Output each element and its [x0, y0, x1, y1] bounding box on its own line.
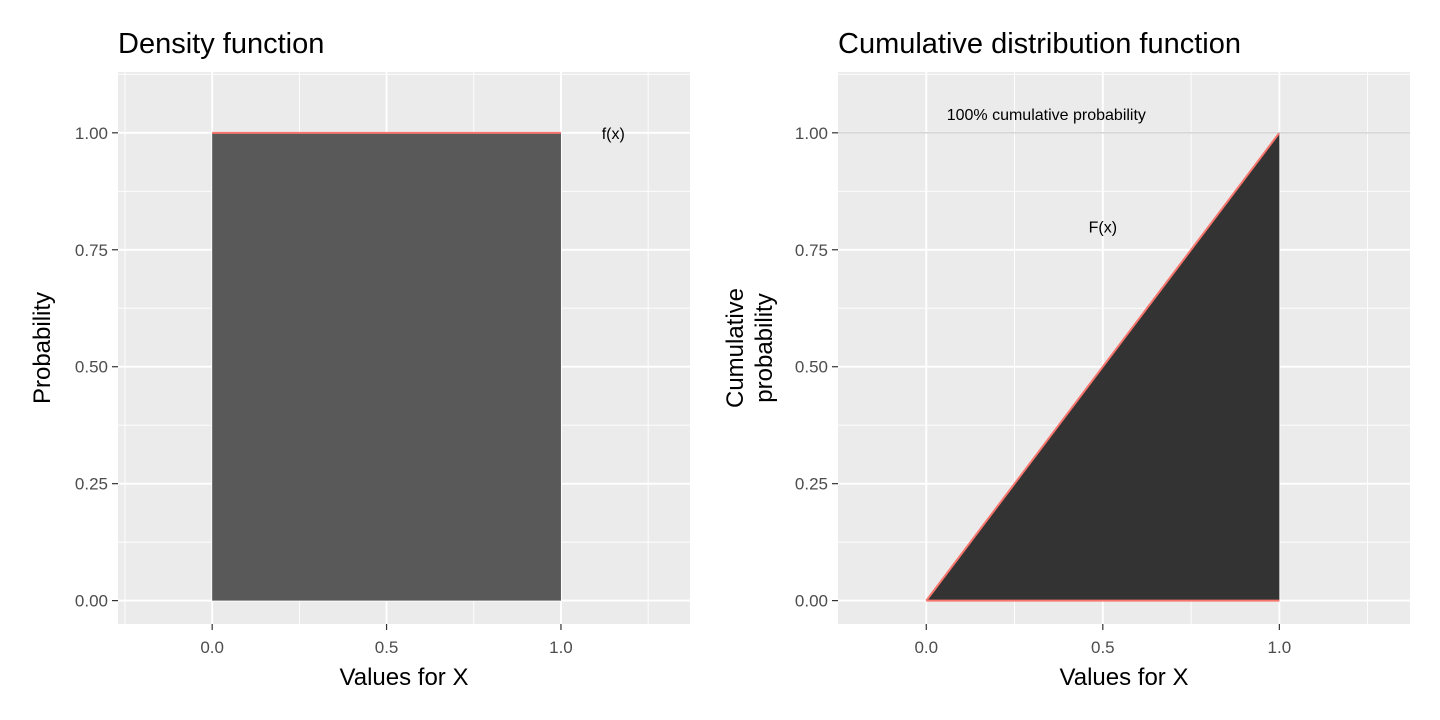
cdf-x-tick-label: 1.0: [1268, 638, 1292, 657]
density-x-tick-label: 0.5: [375, 638, 399, 657]
density-x-axis-title: Values for X: [340, 664, 469, 691]
cdf-y-tick-label: 0.00: [795, 592, 828, 611]
cdf-y-tick-label: 1.00: [795, 124, 828, 143]
density-panel: Density function 0.00 0.25 0.50 0.75 1.00 0.…: [29, 28, 690, 691]
cdf-y-tick-label: 0.50: [795, 358, 828, 377]
cdf-curve: [925, 132, 1281, 602]
density-y-tick-label: 0.00: [75, 592, 108, 611]
density-annotations: f(x): [602, 126, 625, 143]
density-y-axis-title: Probability: [29, 292, 56, 404]
cdf-title: Cumulative distribution function: [838, 28, 1241, 60]
cdf-x-ticks: 0.0 0.5 1.0: [914, 624, 1291, 657]
density-y-tick-label: 0.25: [75, 475, 108, 494]
cdf-x-axis-title: Values for X: [1060, 664, 1189, 691]
density-x-ticks: 0.0 0.5 1.0: [200, 624, 573, 657]
density-y-ticks: 0.00 0.25 0.50 0.75 1.00: [75, 124, 118, 611]
cdf-y-axis-title-line-1: Cumulative: [722, 288, 749, 408]
cdf-panel: Cumulative distribution function 0.00 0.2…: [722, 28, 1410, 691]
density-marks: [212, 131, 561, 601]
density-annotation: f(x): [602, 126, 625, 143]
cdf-x-tick-label: 0.5: [1091, 638, 1115, 657]
cdf-x-tick-label: 0.0: [914, 638, 938, 657]
cdf-y-axis-title: Cumulative probability: [722, 288, 778, 408]
cdf-annotation: F(x): [1089, 219, 1117, 236]
cdf-y-axis-title-line-2: probability: [751, 293, 778, 402]
density-x-tick-label: 0.0: [200, 638, 224, 657]
cdf-marks: [838, 132, 1410, 602]
density-y-tick-label: 1.00: [75, 124, 108, 143]
cdf-y-tick-label: 0.25: [795, 475, 828, 494]
density-area: [212, 132, 561, 601]
cdf-annotations: 100% cumulative probability F(x): [947, 107, 1146, 236]
cdf-y-tick-label: 0.75: [795, 241, 828, 260]
cdf-y-ticks: 0.00 0.25 0.50 0.75 1.00: [795, 124, 838, 611]
density-x-tick-label: 1.0: [549, 638, 573, 657]
density-y-tick-label: 0.75: [75, 241, 108, 260]
cdf-annotation: 100% cumulative probability: [947, 107, 1146, 124]
density-title: Density function: [118, 28, 324, 60]
density-y-tick-label: 0.50: [75, 358, 108, 377]
